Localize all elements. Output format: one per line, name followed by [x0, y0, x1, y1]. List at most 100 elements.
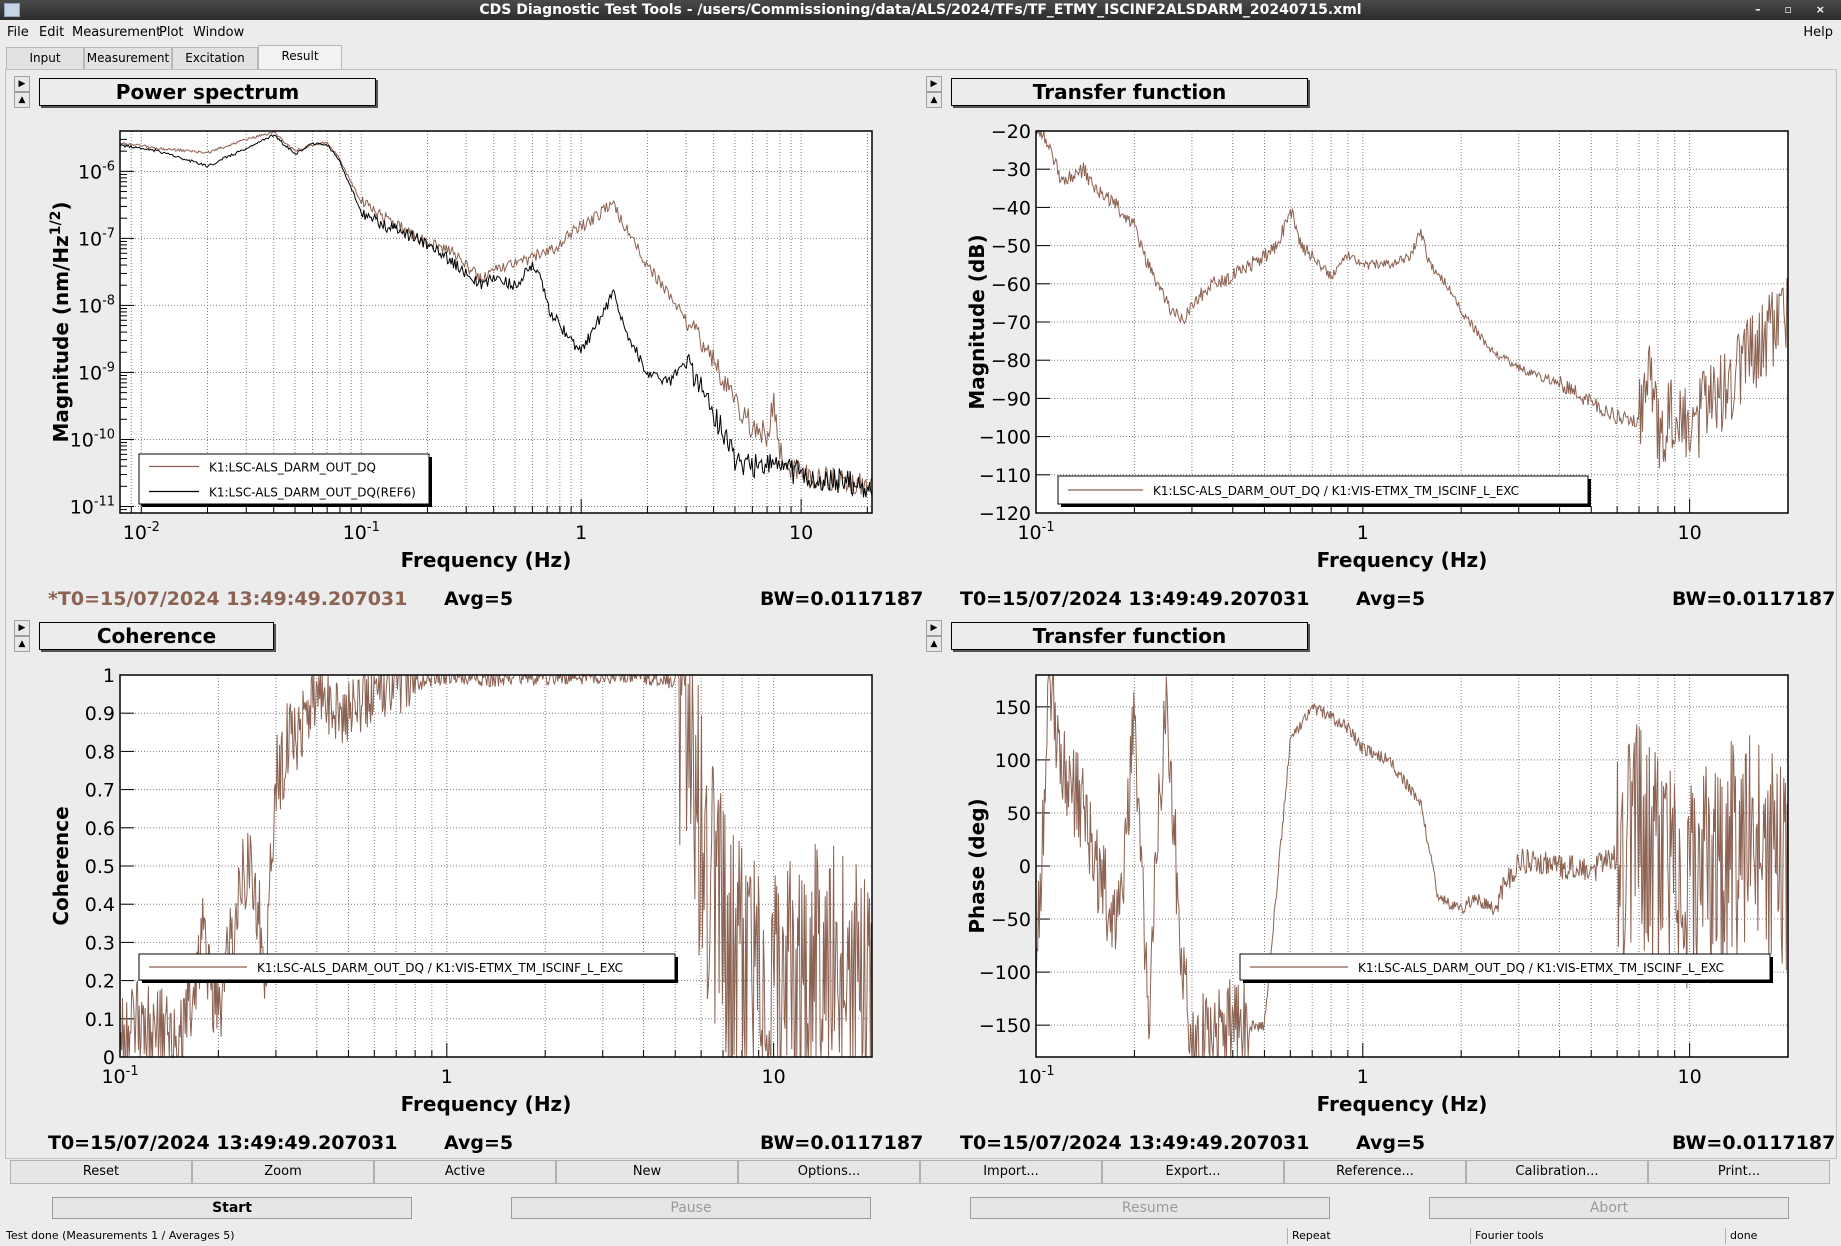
y-tick-label: 0.3 — [85, 932, 115, 954]
panel-coherence: ▶ ▲ Coherence 10-1 1 10 0 0.1 0.2 0.3 0.4 0.5 0.6… — [6, 614, 923, 1156]
x-tick-label: 10 — [1678, 522, 1702, 544]
window-titlebar: CDS Diagnostic Test Tools - /users/Commi… — [0, 0, 1841, 20]
tab-result[interactable]: Result — [258, 45, 342, 71]
y-tick-label: 0.4 — [85, 894, 115, 916]
menu-window[interactable]: Window — [193, 25, 245, 40]
print-button[interactable]: Print... — [1648, 1160, 1830, 1184]
status-repeat: Repeat — [1287, 1228, 1331, 1244]
status-bar: Test done (Measurements 1 / Averages 5) … — [0, 1226, 1841, 1246]
y-axis-label: Coherence — [49, 806, 73, 925]
menu-file[interactable]: File — [7, 25, 29, 40]
x-tick-label: 10 — [1678, 1066, 1702, 1088]
y-tick-label: 100 — [995, 750, 1031, 772]
y-tick-label: 10-10 — [70, 427, 115, 451]
expand-right-icon[interactable]: ▶ — [14, 76, 30, 92]
reset-button[interactable]: Reset — [10, 1160, 192, 1184]
menu-measurement[interactable]: Measurement — [72, 25, 162, 40]
y-tick-label: 10-9 — [78, 360, 115, 384]
y-tick-label: 1 — [103, 665, 115, 687]
menu-bar: File Edit Measurement Plot Window Help — [0, 22, 1841, 44]
y-tick-label: 0.7 — [85, 780, 115, 802]
y-axis-label: Magnitude (dB) — [965, 234, 989, 409]
panel-transfer-phase: ▶ ▲ Transfer function 10-1 1 10 −150 −100 −50… — [918, 614, 1835, 1156]
legend-box — [1057, 475, 1589, 505]
transfer-phase-plot[interactable]: 10-1 1 10 −150 −100 −50 0 50 100 150 Frequency (Hz… — [918, 614, 1830, 1156]
panel-title: Transfer function — [951, 78, 1308, 106]
trace-main — [119, 131, 873, 495]
y-tick-label: −30 — [991, 159, 1031, 181]
y-tick-label: 150 — [995, 697, 1031, 719]
tab-excitation[interactable]: Excitation — [172, 47, 258, 70]
x-axis-label: Frequency (Hz) — [401, 1092, 572, 1116]
x-tick-label: 10-1 — [343, 520, 380, 544]
y-tick-label: 0 — [103, 1047, 115, 1069]
zoom-button[interactable]: Zoom — [192, 1160, 374, 1184]
x-tick-label: 1 — [1357, 1066, 1369, 1088]
transfer-magnitude-plot[interactable]: 10-1 1 10−120−110−100−90−80−70−60−50−40−30… — [918, 70, 1830, 612]
plot-background — [120, 131, 872, 513]
x-tick-label: 10-2 — [123, 520, 160, 544]
panel-title: Coherence — [39, 622, 274, 650]
x-axis-label: Frequency (Hz) — [1317, 1092, 1488, 1116]
abort-button[interactable]: Abort — [1429, 1197, 1789, 1219]
options-button[interactable]: Options... — [738, 1160, 920, 1184]
y-tick-label: 10-6 — [78, 159, 115, 183]
expand-up-icon[interactable]: ▲ — [14, 636, 30, 652]
expand-right-icon[interactable]: ▶ — [926, 620, 942, 636]
coherence-plot[interactable]: 10-1 1 1000.10.20.30.40.50.60.70.80.91Freq… — [6, 614, 916, 1156]
panel-title: Power spectrum — [39, 78, 376, 106]
y-tick-label: −100 — [979, 427, 1031, 449]
legend-label: K1:LSC-ALS_DARM_OUT_DQ / K1:VIS-ETMX_TM_… — [257, 961, 623, 975]
y-tick-label: 0.9 — [85, 703, 115, 725]
active-button[interactable]: Active — [374, 1160, 556, 1184]
expand-up-icon[interactable]: ▲ — [14, 92, 30, 108]
reference-button[interactable]: Reference... — [1284, 1160, 1466, 1184]
legend-label: K1:LSC-ALS_DARM_OUT_DQ / K1:VIS-ETMX_TM_… — [1153, 484, 1519, 498]
avg-label: Avg=5 — [1356, 1132, 1426, 1154]
menu-help[interactable]: Help — [1803, 25, 1833, 40]
expand-right-icon[interactable]: ▶ — [14, 620, 30, 636]
panel-transfer-magnitude: ▶ ▲ Transfer function 10-1 1 10 −120 −110 −10… — [918, 70, 1835, 612]
y-tick-label: −50 — [991, 236, 1031, 258]
y-tick-label: −20 — [991, 121, 1031, 143]
calibration-button[interactable]: Calibration... — [1466, 1160, 1648, 1184]
bw-label: BW=0.0117187 — [760, 588, 924, 610]
expand-up-icon[interactable]: ▲ — [926, 92, 942, 108]
y-tick-label: −90 — [991, 388, 1031, 410]
export-button[interactable]: Export... — [1102, 1160, 1284, 1184]
expand-up-icon[interactable]: ▲ — [926, 636, 942, 652]
legend-box — [138, 453, 430, 505]
menu-edit[interactable]: Edit — [39, 25, 65, 40]
power-spectrum-plot[interactable]: 10-2 10-1 1 1010-1110-1010-910-810-710-6Fre… — [6, 70, 916, 612]
start-button[interactable]: Start — [52, 1197, 412, 1219]
trace-reference — [119, 134, 873, 498]
y-tick-label: 10-7 — [78, 226, 115, 250]
tab-measurement[interactable]: Measurement — [84, 47, 172, 70]
plot-button-bar: Reset Zoom Active New Options... Import.… — [10, 1160, 1830, 1184]
bw-label: BW=0.0117187 — [760, 1132, 924, 1154]
y-tick-label: −50 — [991, 909, 1031, 931]
new-button[interactable]: New — [556, 1160, 738, 1184]
t0-label: T0=15/07/2024 13:49:49.207031 — [960, 588, 1310, 610]
menu-plot[interactable]: Plot — [159, 25, 184, 40]
tab-input[interactable]: Input — [6, 47, 84, 70]
bw-label: BW=0.0117187 — [1672, 588, 1836, 610]
avg-label: Avg=5 — [444, 588, 514, 610]
avg-label: Avg=5 — [1356, 588, 1426, 610]
import-button[interactable]: Import... — [920, 1160, 1102, 1184]
status-fourier: Fourier tools — [1470, 1228, 1544, 1244]
y-tick-label: 0.6 — [85, 818, 115, 840]
x-tick-label: 10 — [762, 1066, 786, 1088]
result-area: ▶ ▲ Power spectrum 10-2 10-1 1 10 10-11 10-10… — [5, 69, 1837, 1159]
pause-button[interactable]: Pause — [511, 1197, 871, 1219]
y-axis-label: Magnitude (nm/Hz1/2) — [48, 201, 73, 442]
y-axis-label: Phase (deg) — [965, 798, 989, 933]
expand-right-icon[interactable]: ▶ — [926, 76, 942, 92]
y-tick-label: −60 — [991, 274, 1031, 296]
resume-button[interactable]: Resume — [970, 1197, 1330, 1219]
y-tick-label: −110 — [979, 465, 1031, 487]
window-controls[interactable]: – ▫ × — [1755, 3, 1835, 16]
app-icon[interactable] — [4, 3, 20, 17]
x-axis-label: Frequency (Hz) — [1317, 548, 1488, 572]
y-tick-label: −80 — [991, 350, 1031, 372]
